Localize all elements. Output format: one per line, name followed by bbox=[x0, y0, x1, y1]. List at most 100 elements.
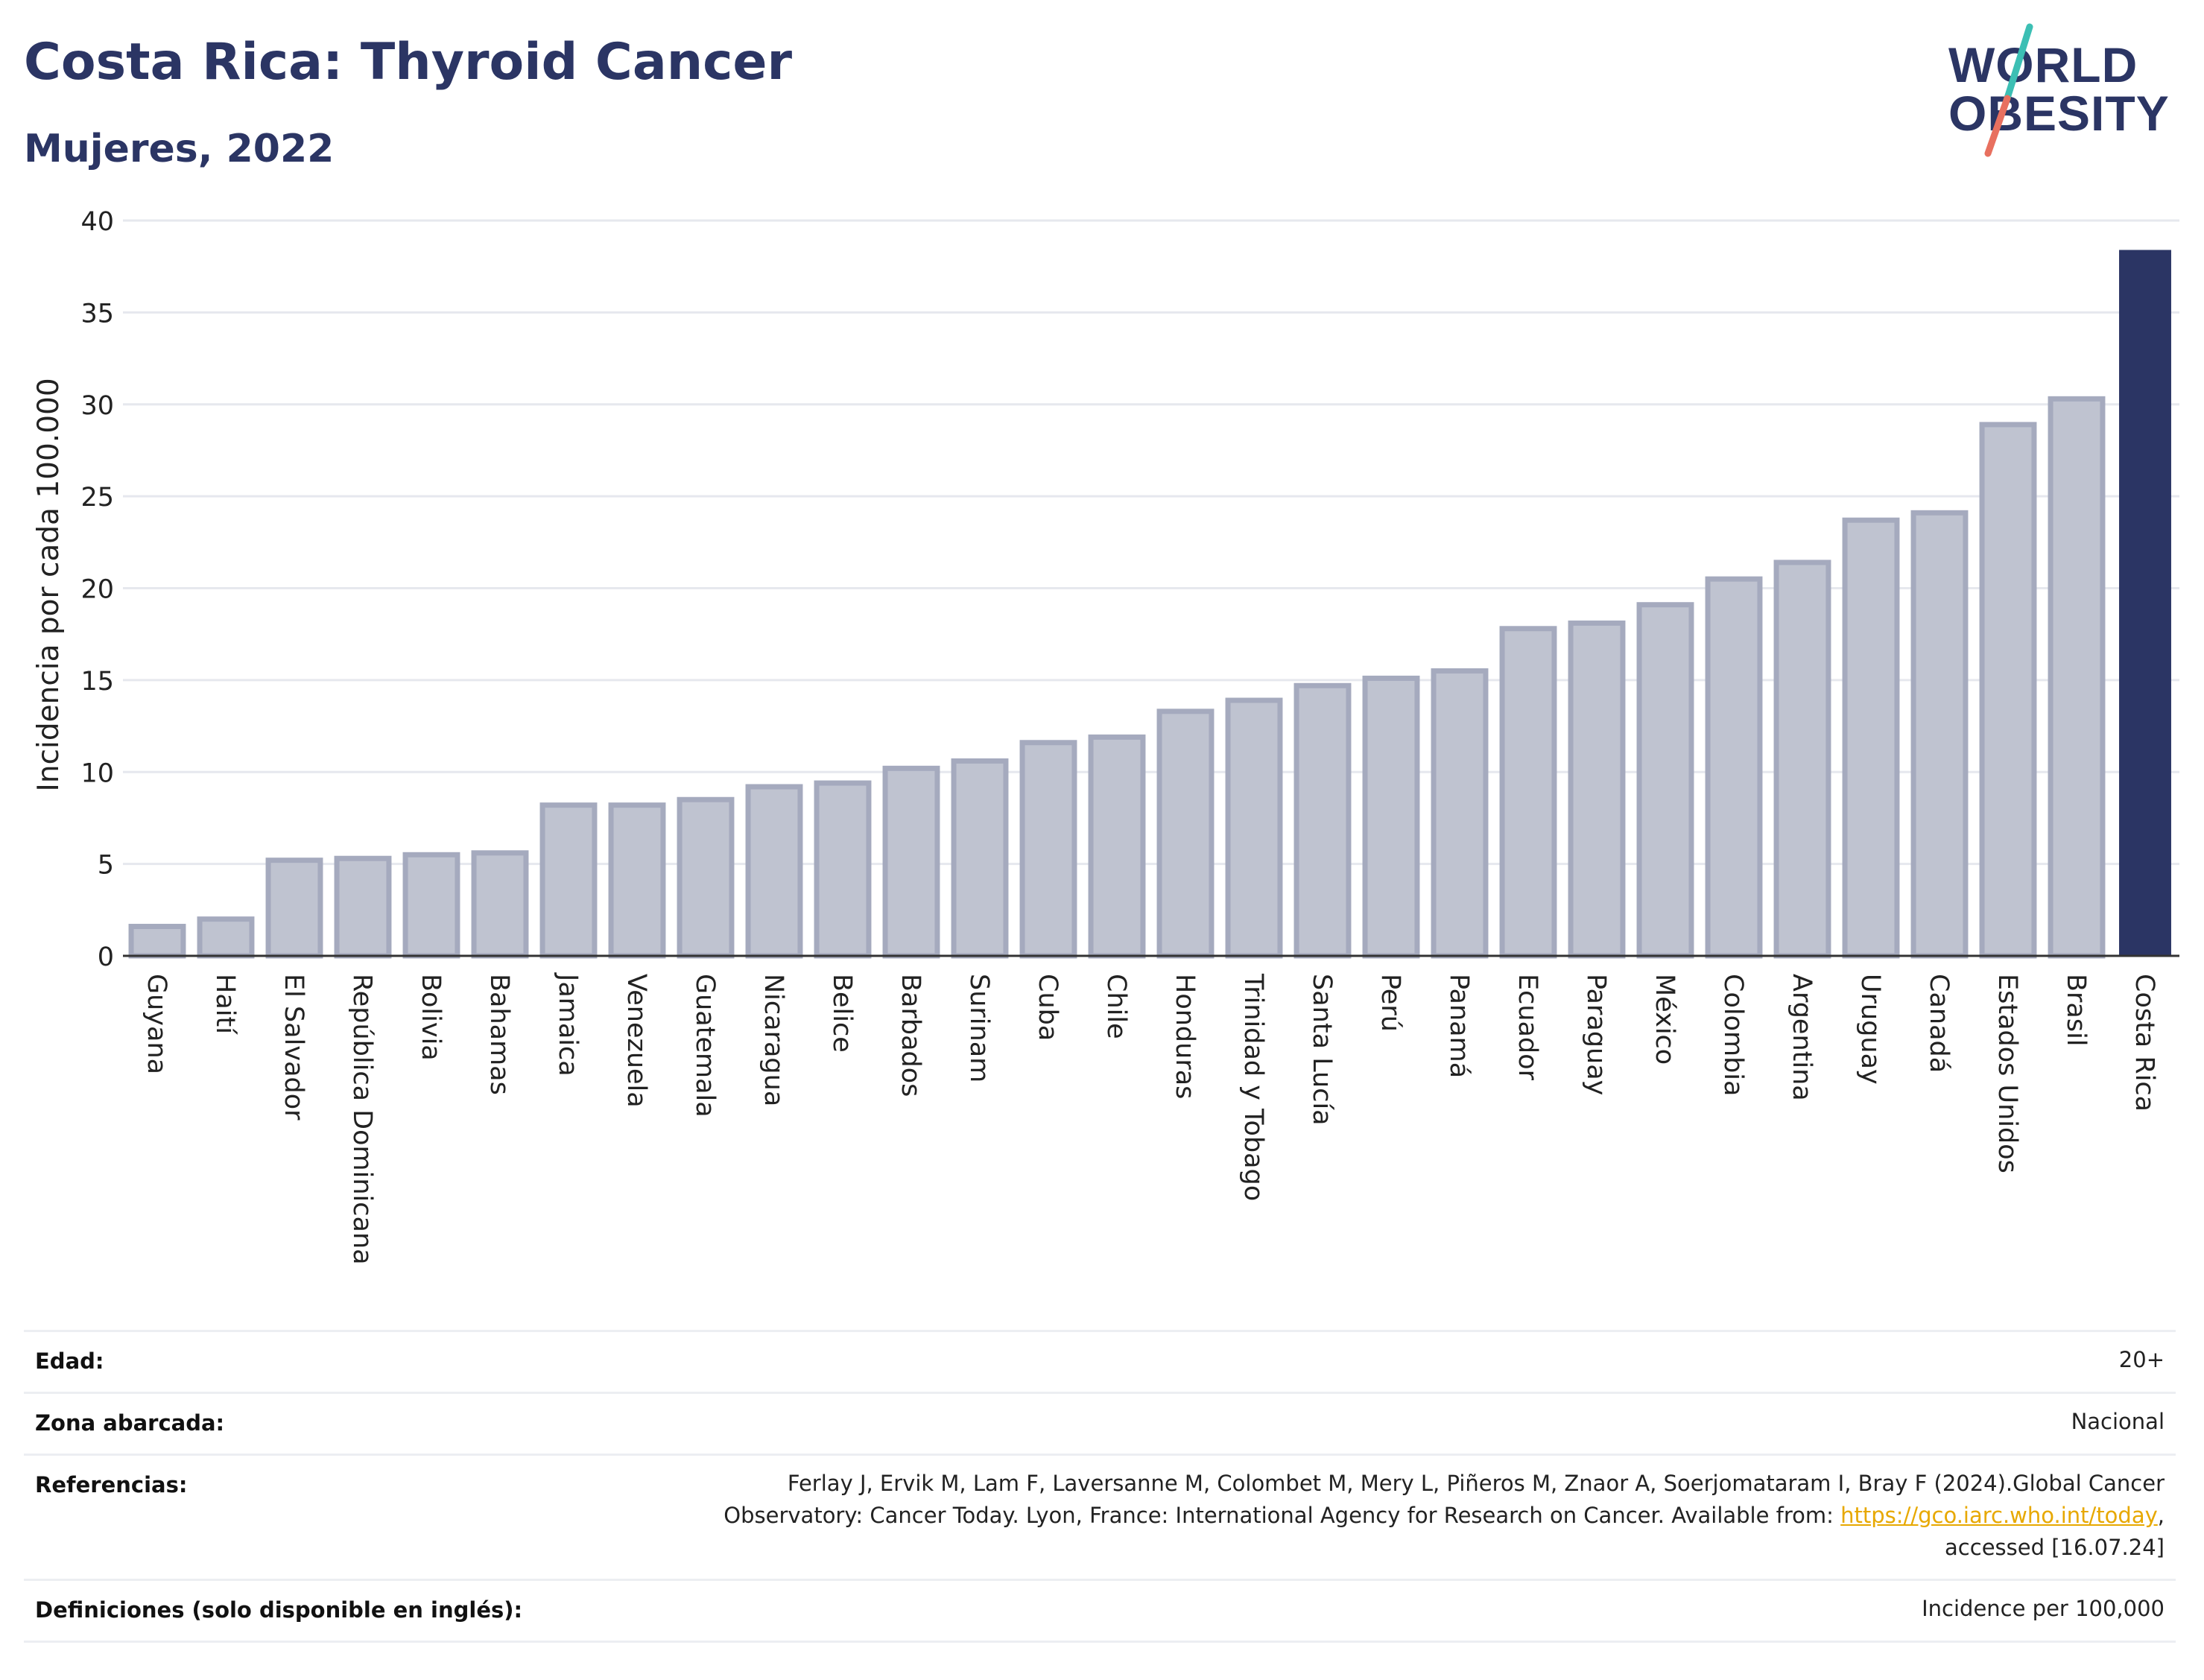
meta-label-age: Edad: bbox=[35, 1348, 104, 1374]
meta-row-definitions: Definiciones (solo disponible en inglés)… bbox=[24, 1581, 2176, 1643]
y-tick-label: 0 bbox=[98, 942, 114, 972]
bar bbox=[2048, 396, 2106, 959]
bar bbox=[2119, 250, 2171, 957]
y-tick-label: 35 bbox=[80, 299, 114, 329]
bar bbox=[1431, 668, 1489, 959]
reference-line-3: accessed [16.07.24] bbox=[1945, 1535, 2165, 1560]
y-tick-label: 10 bbox=[80, 758, 114, 788]
bar bbox=[745, 784, 803, 959]
x-tick-label: Nicaragua bbox=[759, 974, 788, 1106]
x-tick-label: República Dominicana bbox=[347, 974, 377, 1265]
gridlines bbox=[123, 219, 2179, 866]
y-axis-label: Incidencia por cada 100.000 bbox=[32, 378, 66, 791]
x-tick-label: Panamá bbox=[1444, 974, 1474, 1078]
x-tick-label: Belice bbox=[827, 974, 857, 1053]
bar bbox=[197, 916, 255, 959]
x-tick-label: Guatemala bbox=[690, 974, 720, 1118]
meta-value-definitions: Incidence per 100,000 bbox=[1922, 1596, 2165, 1621]
x-tick-label: Trinidad y Tobago bbox=[1238, 973, 1268, 1201]
x-tick-label: Guyana bbox=[142, 974, 171, 1074]
x-tick-label: Bolivia bbox=[416, 974, 446, 1061]
bar bbox=[814, 780, 872, 959]
bar bbox=[1636, 602, 1694, 959]
reference-line-1: Ferlay J, Ervik M, Lam F, Laversanne M, … bbox=[787, 1471, 2165, 1496]
x-tick-label: Paraguay bbox=[1581, 974, 1611, 1095]
bar bbox=[608, 802, 666, 959]
logo-text-obesity: OBESITY bbox=[1948, 86, 2170, 141]
x-tick-label: Colombia bbox=[1718, 974, 1748, 1096]
y-tick-label: 5 bbox=[98, 851, 114, 881]
bar bbox=[1019, 740, 1077, 959]
y-tick-label: 20 bbox=[80, 575, 114, 605]
bar bbox=[1293, 682, 1352, 959]
meta-value-age: 20+ bbox=[2118, 1347, 2165, 1372]
x-tick-label: Cuba bbox=[1033, 974, 1063, 1041]
bar bbox=[334, 855, 392, 959]
meta-label-definitions: Definiciones (solo disponible en inglés)… bbox=[35, 1597, 523, 1623]
page-subtitle: Mujeres, 2022 bbox=[24, 127, 335, 171]
x-tick-label: México bbox=[1650, 974, 1679, 1065]
x-tick-label: Argentina bbox=[1787, 974, 1817, 1101]
meta-value-references: Ferlay J, Ervik M, Lam F, Laversanne M, … bbox=[723, 1468, 2165, 1564]
axes: 0 5 10 15 20 25 30 35 40 Guyana Haití El Salvador Re… bbox=[80, 207, 2179, 1265]
x-tick-label: Costa Rica bbox=[2129, 974, 2159, 1112]
reference-line-2-text: Observatory: Cancer Today. Lyon, France:… bbox=[723, 1503, 1841, 1528]
world-obesity-logo: WORLD OBESITY bbox=[1948, 23, 2170, 157]
x-tick-label: Surinam bbox=[964, 974, 994, 1083]
meta-value-area: Nacional bbox=[2071, 1409, 2165, 1434]
x-tick-label: Ecuador bbox=[1513, 974, 1542, 1081]
x-tick-label: Honduras bbox=[1170, 974, 1200, 1099]
y-tick-label: 15 bbox=[80, 667, 114, 697]
x-tick-label: Bahamas bbox=[484, 974, 514, 1095]
x-tick-label: Uruguay bbox=[1855, 974, 1885, 1085]
x-tick-label: Jamaica bbox=[553, 972, 583, 1077]
x-tick-label: Haití bbox=[210, 974, 240, 1035]
page-title: Costa Rica: Thyroid Cancer bbox=[24, 33, 793, 92]
x-tick-label: Brasil bbox=[2061, 974, 2091, 1047]
y-tick-label: 30 bbox=[80, 391, 114, 421]
bar bbox=[1088, 734, 1146, 959]
logo-text-world: WORLD bbox=[1948, 37, 2138, 92]
x-tick-label: Chile bbox=[1101, 974, 1131, 1039]
bar bbox=[1773, 560, 1831, 959]
bar bbox=[1910, 510, 1969, 959]
bar bbox=[1156, 709, 1215, 959]
x-tick-label: Estados Unidos bbox=[1992, 974, 2022, 1173]
x-tick-label: El Salvador bbox=[279, 974, 308, 1120]
x-tick-label: Canadá bbox=[1924, 974, 1954, 1073]
bar bbox=[1568, 620, 1626, 959]
meta-row-area: Zona abarcada: Nacional bbox=[24, 1394, 2176, 1456]
meta-row-references: Referencias: Ferlay J, Ervik M, Lam F, L… bbox=[24, 1456, 2176, 1581]
x-tick-label: Venezuela bbox=[621, 974, 651, 1108]
bar bbox=[1499, 626, 1557, 959]
meta-label-references: Referencias: bbox=[35, 1472, 188, 1497]
bar bbox=[1979, 422, 2037, 959]
logo-slash-teal bbox=[2002, 23, 2033, 107]
bar bbox=[265, 858, 323, 959]
bar bbox=[471, 850, 529, 959]
meta-label-area: Zona abarcada: bbox=[35, 1410, 225, 1436]
meta-row-age: Edad: 20+ bbox=[24, 1332, 2176, 1394]
bar bbox=[882, 765, 940, 959]
y-tick-label: 40 bbox=[80, 207, 114, 237]
bars bbox=[128, 250, 2171, 959]
logo-slash-coral bbox=[1984, 95, 2011, 157]
bar bbox=[402, 852, 460, 959]
reference-link[interactable]: https://gco.iarc.who.int/today bbox=[1840, 1503, 2158, 1528]
bar bbox=[1705, 576, 1763, 959]
bar bbox=[1842, 517, 1900, 959]
reference-line-2-end: , bbox=[2157, 1503, 2165, 1528]
y-tick-label: 25 bbox=[80, 483, 114, 513]
bar bbox=[677, 796, 735, 959]
bar bbox=[1362, 675, 1420, 959]
metadata-table: Edad: 20+ Zona abarcada: Nacional Refere… bbox=[24, 1330, 2176, 1645]
bar bbox=[128, 924, 186, 959]
bar-chart: 0 5 10 15 20 25 30 35 40 Guyana Haití El Salvador Re… bbox=[32, 207, 2179, 1265]
x-tick-label: Perú bbox=[1375, 974, 1405, 1032]
x-tick-label: Santa Lucía bbox=[1307, 974, 1337, 1126]
bar bbox=[1225, 697, 1283, 959]
bar bbox=[951, 758, 1009, 959]
reference-line-2: Observatory: Cancer Today. Lyon, France:… bbox=[723, 1500, 2165, 1532]
x-tick-label: Barbados bbox=[896, 974, 925, 1097]
bar bbox=[539, 802, 598, 959]
